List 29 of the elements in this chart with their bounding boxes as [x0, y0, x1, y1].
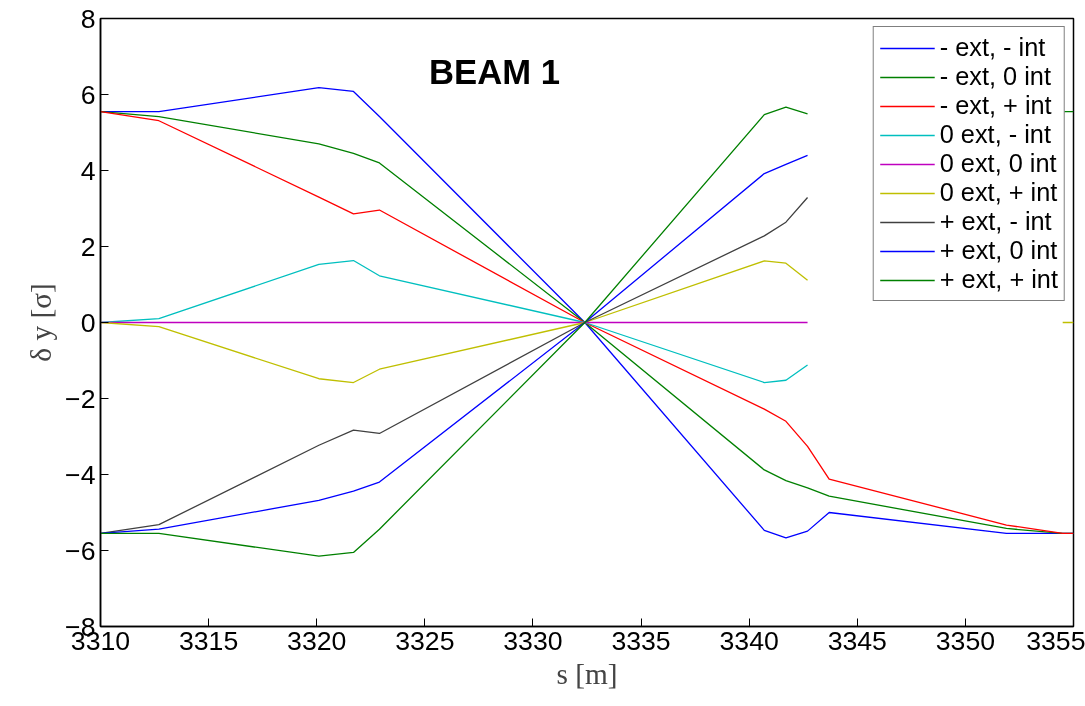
x-tick-label: 3335: [611, 625, 671, 656]
y-tick-label: 6: [80, 79, 96, 110]
y-tick-label: 0: [80, 307, 96, 338]
legend-label: + ext, - int: [939, 207, 1052, 236]
x-tick-label: 3320: [287, 625, 347, 656]
y-tick-label: 8: [80, 3, 96, 34]
x-tick-label: 3325: [395, 625, 455, 656]
legend-label: + ext, + int: [939, 265, 1058, 294]
y-tick-label: −4: [65, 459, 96, 490]
legend-label: 0 ext, 0 int: [939, 149, 1057, 178]
x-axis-title: s [m]: [556, 657, 618, 690]
x-tick-label: 3330: [503, 625, 563, 656]
y-tick-label: 2: [80, 231, 96, 262]
text: BEAM 1: [429, 53, 561, 92]
x-tick-label: 3350: [935, 625, 996, 656]
legend-label: - ext, - int: [939, 33, 1046, 62]
legend-label: - ext, 0 int: [939, 62, 1051, 91]
x-tick-label: 3345: [827, 625, 887, 656]
x-tick-label: 3355: [1026, 625, 1085, 656]
y-tick-label: 4: [80, 155, 96, 186]
y-tick-label: −2: [65, 383, 96, 414]
x-tick-label: 3340: [719, 625, 779, 656]
legend-label: 0 ext, - int: [939, 120, 1051, 149]
x-tick-label: 3315: [178, 625, 239, 656]
y-tick-label: −6: [65, 535, 96, 566]
legend-label: + ext, 0 int: [939, 236, 1058, 265]
legend-label: 0 ext, + int: [939, 178, 1058, 207]
y-axis-title: δ y [σ]: [25, 283, 58, 362]
legend-label: - ext, + int: [939, 91, 1052, 120]
